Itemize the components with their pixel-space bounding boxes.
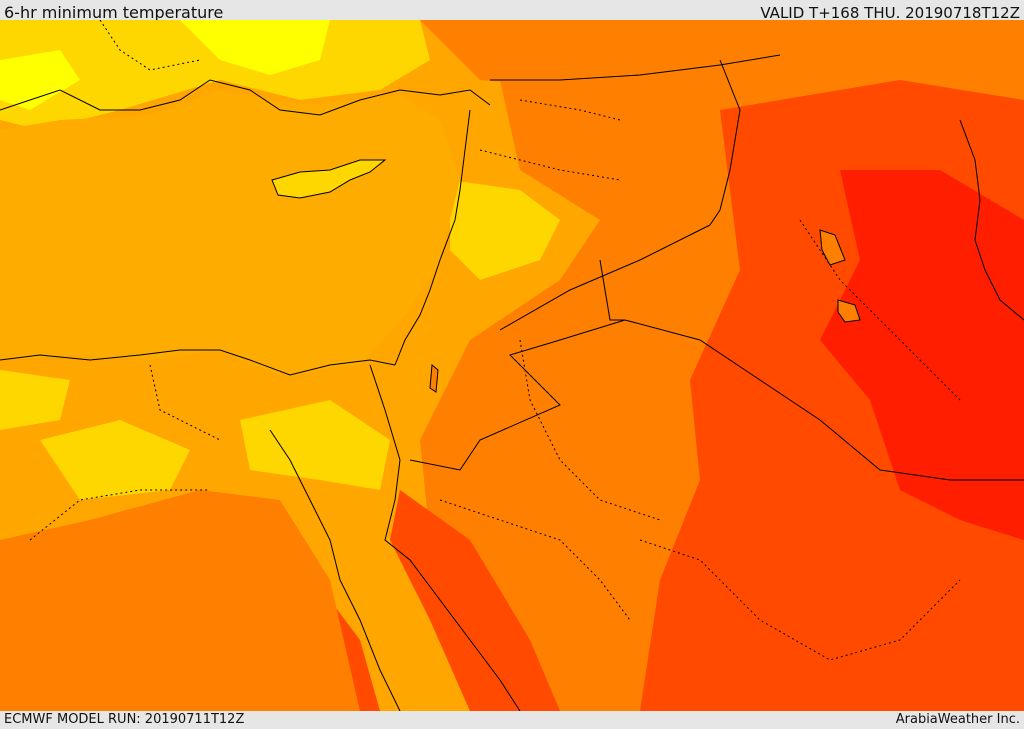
hot-zone-redsea	[390, 490, 560, 711]
cool-patch-anatolia	[180, 20, 330, 75]
border-egypt-israel	[369, 364, 401, 461]
lake-razzaza	[837, 299, 861, 323]
mild-patch-egypt-west	[0, 370, 70, 430]
cool-patch-west	[0, 50, 80, 110]
coastline-turkey	[0, 79, 491, 116]
mediterranean-sea	[0, 90, 460, 375]
mild-patch-sinai	[240, 400, 390, 490]
coastline-redsea-east	[384, 459, 521, 711]
warm-zone-west	[0, 490, 360, 711]
map-title: 6-hr minimum temperature	[4, 3, 224, 22]
coastline-gulf	[959, 119, 1024, 321]
border-iraq-saudi	[624, 319, 1024, 481]
temperature-map	[0, 20, 1024, 711]
coastline-levant	[394, 109, 471, 366]
credit-label: ArabiaWeather Inc.	[895, 712, 1020, 727]
cyprus-island	[271, 159, 387, 199]
warm-zone-north	[420, 20, 1024, 90]
dotted-admin-borders	[29, 20, 961, 661]
model-run-label: ECMWF MODEL RUN: 20190711T12Z	[4, 712, 245, 727]
valid-time: VALID T+168 THU. 20190718T12Z	[760, 4, 1020, 22]
border-jordan-iraq	[599, 259, 625, 321]
border-syria-jordan	[499, 224, 711, 331]
border-jordan-saudi	[409, 319, 626, 471]
lake-dead-sea	[429, 364, 439, 393]
lake-tharthar	[819, 229, 846, 266]
footer-bar: ECMWF MODEL RUN: 20190711T12Z ArabiaWeat…	[0, 711, 1024, 729]
mild-patch-levant	[450, 180, 560, 280]
coastline-redsea-west	[269, 429, 401, 711]
coastline-egypt	[0, 349, 396, 376]
header-bar: 6-hr minimum temperature VALID T+168 THU…	[0, 0, 1024, 22]
border-syria-iraq	[709, 59, 741, 226]
mild-patch-egypt-mid	[40, 420, 190, 500]
border-turkey-syria	[490, 54, 781, 81]
very-hot-zone	[820, 170, 1024, 540]
